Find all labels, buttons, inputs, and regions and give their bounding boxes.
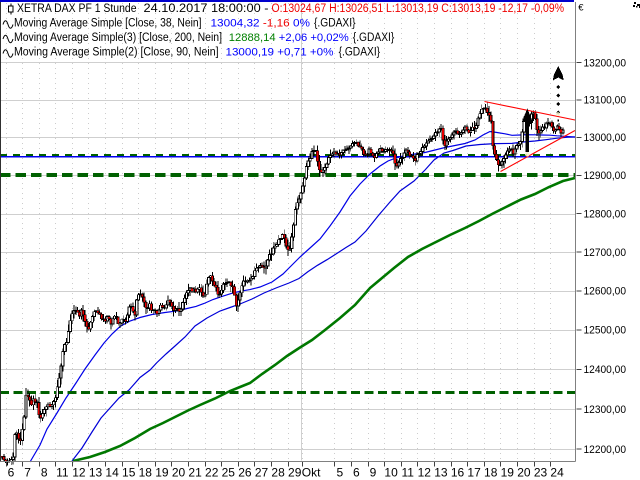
svg-text:{.GDAXI}: {.GDAXI} — [314, 18, 356, 30]
svg-text:26: 26 — [238, 466, 252, 480]
svg-text:21: 21 — [188, 466, 202, 480]
svg-text:12500,00: 12500,00 — [584, 325, 627, 337]
svg-text:Okt: Okt — [302, 466, 321, 480]
svg-text:Moving Average Simple [Close,: Moving Average Simple [Close, 38, Nein] — [14, 18, 202, 30]
svg-text:28: 28 — [271, 466, 285, 480]
svg-text:19: 19 — [501, 466, 515, 480]
svg-text:7: 7 — [24, 466, 31, 480]
svg-text:{.GDAXI}: {.GDAXI} — [353, 32, 395, 44]
svg-text:10: 10 — [384, 466, 398, 480]
svg-text:6: 6 — [8, 466, 15, 480]
svg-text:12: 12 — [418, 466, 432, 480]
svg-text:12900,00: 12900,00 — [584, 170, 627, 182]
svg-text:18: 18 — [139, 466, 153, 480]
svg-text:23: 23 — [534, 466, 548, 480]
svg-text:18: 18 — [484, 466, 498, 480]
svg-text:24: 24 — [550, 466, 564, 480]
svg-text:Moving Average Simple(2) [Clos: Moving Average Simple(2) [Close, 90, Nei… — [14, 47, 219, 59]
svg-text:12700,00: 12700,00 — [584, 247, 627, 259]
svg-text:14: 14 — [105, 466, 119, 480]
svg-text:5: 5 — [336, 466, 343, 480]
svg-text:13: 13 — [434, 466, 448, 480]
svg-text:13000,19 +0,71 +0%: 13000,19 +0,71 +0% — [226, 47, 334, 59]
svg-text:13004,32 -1,16 0%: 13004,32 -1,16 0% — [211, 18, 311, 30]
svg-text:8: 8 — [41, 466, 48, 480]
svg-text:12800,00: 12800,00 — [584, 208, 627, 220]
svg-text:13200,00: 13200,00 — [584, 57, 627, 69]
svg-text:12300,00: 12300,00 — [584, 404, 627, 416]
svg-text:€: € — [578, 3, 584, 14]
svg-text:25: 25 — [222, 466, 236, 480]
svg-text:20: 20 — [172, 466, 186, 480]
svg-text:Moving Average Simple(3) [Clos: Moving Average Simple(3) [Close, 200, Ne… — [14, 32, 222, 44]
svg-text:17: 17 — [467, 466, 481, 480]
svg-text:22: 22 — [205, 466, 219, 480]
svg-text:{.GDAXI}: {.GDAXI} — [339, 47, 381, 59]
svg-text:12600,00: 12600,00 — [584, 286, 627, 298]
svg-text:11: 11 — [401, 466, 414, 480]
svg-text:13000,00: 13000,00 — [584, 132, 627, 144]
svg-text:20: 20 — [517, 466, 531, 480]
svg-text:29: 29 — [288, 466, 302, 480]
svg-text:9: 9 — [370, 466, 377, 480]
svg-text:27: 27 — [255, 466, 269, 480]
svg-text:O:13024,67 H:13026,51 L:13013,: O:13024,67 H:13026,51 L:13013,19 C:13013… — [272, 3, 565, 15]
svg-text:15: 15 — [122, 466, 136, 480]
svg-text:12400,00: 12400,00 — [584, 364, 627, 376]
svg-text:13100,00: 13100,00 — [584, 95, 627, 107]
svg-text:19: 19 — [155, 466, 169, 480]
svg-text:12200,00: 12200,00 — [584, 444, 627, 456]
svg-text:16: 16 — [451, 466, 465, 480]
svg-text:6: 6 — [353, 466, 360, 480]
svg-text:24.10.2017 18:00:00 -: 24.10.2017 18:00:00 - — [144, 3, 269, 15]
svg-text:12: 12 — [72, 466, 86, 480]
svg-text:XETRA DAX PF 1 Stunde: XETRA DAX PF 1 Stunde — [17, 3, 137, 15]
svg-text:11: 11 — [56, 466, 69, 480]
svg-text:12888,14 +2,06 +0,02%: 12888,14 +2,06 +0,02% — [229, 32, 349, 44]
svg-text:13: 13 — [89, 466, 103, 480]
